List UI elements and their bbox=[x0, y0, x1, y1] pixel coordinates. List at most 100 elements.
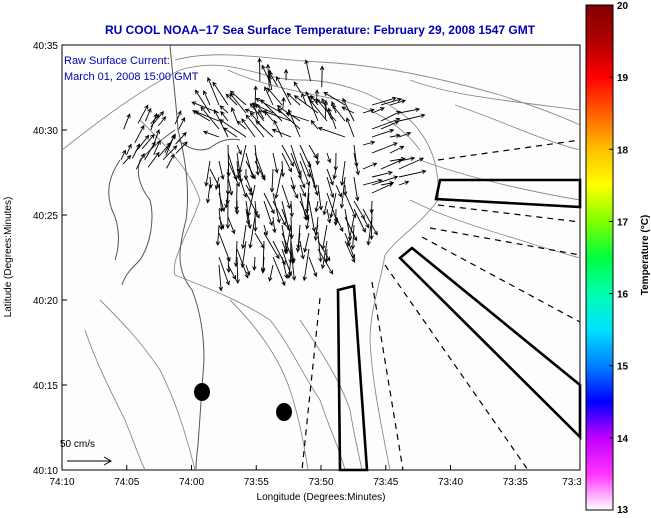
current-vector bbox=[398, 131, 412, 138]
current-vector bbox=[371, 142, 398, 154]
current-vector bbox=[162, 145, 178, 160]
current-vector bbox=[286, 92, 301, 106]
current-vector bbox=[219, 105, 229, 114]
current-vector bbox=[299, 184, 306, 198]
current-vector bbox=[204, 160, 211, 187]
x-tick-label: 74:10 bbox=[49, 477, 74, 488]
current-vector bbox=[286, 256, 292, 279]
current-vector bbox=[301, 92, 307, 105]
current-vector bbox=[293, 95, 319, 114]
current-vector bbox=[314, 224, 319, 237]
current-vector bbox=[287, 108, 301, 138]
current-vector bbox=[147, 151, 160, 168]
current-vectors bbox=[120, 57, 427, 292]
colorbar-tick-label: 17 bbox=[617, 217, 629, 228]
current-vector bbox=[350, 224, 356, 250]
colorbar-label: Temperature (°C) bbox=[640, 215, 651, 296]
current-vector bbox=[263, 200, 274, 227]
plot-area bbox=[61, 44, 581, 471]
current-vector bbox=[230, 106, 238, 122]
current-vector bbox=[380, 97, 402, 106]
x-tick-label: 74:00 bbox=[179, 477, 204, 488]
colorbar-tick-label: 18 bbox=[617, 145, 629, 156]
current-vector bbox=[263, 232, 280, 260]
current-vector bbox=[274, 168, 283, 199]
current-vector bbox=[335, 216, 344, 233]
current-vector bbox=[212, 81, 229, 106]
current-vector bbox=[194, 89, 211, 114]
current-vector bbox=[262, 110, 292, 122]
current-vector bbox=[398, 107, 421, 114]
current-vector bbox=[145, 107, 152, 122]
x-tick-label: 73:50 bbox=[308, 477, 333, 488]
current-vector bbox=[236, 120, 247, 130]
current-vector bbox=[314, 200, 319, 213]
current-vector bbox=[175, 131, 187, 145]
current-vector bbox=[366, 216, 373, 246]
current-vector bbox=[345, 117, 355, 138]
current-vector bbox=[317, 232, 323, 263]
current-vector bbox=[362, 140, 376, 146]
current-vector bbox=[303, 232, 310, 253]
current-vector bbox=[308, 200, 317, 233]
station-marker-2 bbox=[276, 403, 292, 421]
current-vector bbox=[258, 109, 265, 119]
current-vector bbox=[344, 208, 353, 242]
current-vector bbox=[137, 104, 149, 124]
current-vector bbox=[281, 240, 288, 255]
colorbar-tick-label: 20 bbox=[617, 1, 629, 12]
current-vector bbox=[323, 99, 329, 119]
current-vector bbox=[164, 133, 176, 153]
current-vector bbox=[308, 168, 319, 197]
current-vector bbox=[207, 76, 220, 106]
current-vector bbox=[248, 216, 256, 249]
y-tick-label: 40:10 bbox=[33, 466, 58, 477]
current-vector bbox=[281, 144, 294, 167]
scale-arrow bbox=[67, 456, 113, 466]
current-vector bbox=[234, 200, 240, 215]
current-vector bbox=[220, 110, 229, 122]
current-vector bbox=[362, 178, 383, 186]
current-vector bbox=[227, 216, 236, 235]
current-vector bbox=[342, 97, 355, 122]
current-vector bbox=[329, 192, 337, 219]
current-vector bbox=[335, 184, 342, 198]
x-tick-label: 73:40 bbox=[438, 477, 463, 488]
station-marker-1 bbox=[194, 383, 210, 401]
current-vector bbox=[299, 240, 305, 260]
current-vector bbox=[219, 119, 247, 138]
current-vector bbox=[308, 144, 318, 160]
current-vector bbox=[175, 141, 188, 154]
current-vector bbox=[281, 184, 291, 210]
x-tick-label: 73:3 bbox=[562, 477, 582, 488]
current-vector bbox=[245, 160, 256, 180]
current-vector bbox=[134, 124, 145, 144]
current-vector bbox=[203, 90, 211, 106]
current-vector bbox=[255, 120, 274, 138]
current-vector bbox=[340, 160, 346, 187]
current-vector bbox=[398, 169, 427, 178]
current-vector bbox=[398, 157, 425, 170]
current-vector bbox=[299, 176, 306, 189]
current-vector bbox=[398, 113, 426, 122]
current-vector bbox=[333, 208, 338, 227]
current-vector bbox=[290, 176, 296, 190]
current-vector bbox=[371, 128, 395, 138]
current-vector bbox=[353, 208, 366, 233]
current-vector bbox=[320, 240, 328, 270]
current-vector bbox=[308, 256, 318, 278]
current-vector bbox=[255, 98, 283, 114]
current-vector bbox=[353, 176, 360, 202]
current-vector bbox=[273, 119, 283, 138]
current-vector bbox=[218, 192, 226, 213]
current-vector bbox=[245, 114, 265, 138]
colorbar-tick-label: 14 bbox=[617, 434, 629, 445]
current-vector bbox=[218, 264, 224, 292]
current-vector bbox=[241, 118, 256, 138]
current-label: Raw Surface Current: bbox=[64, 55, 170, 67]
current-vector bbox=[362, 162, 378, 170]
current-vector bbox=[317, 184, 323, 211]
current-vector bbox=[344, 240, 356, 263]
current-vector bbox=[229, 92, 247, 114]
